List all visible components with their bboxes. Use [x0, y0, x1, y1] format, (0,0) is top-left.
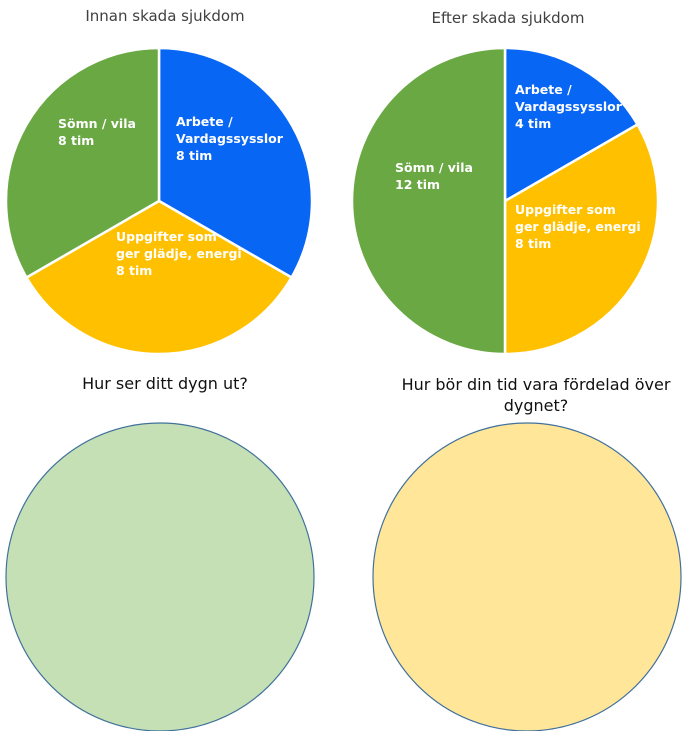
pie-label-after-2: Sömn / vila 12 tim: [395, 160, 473, 192]
pie-label-before-0: Arbete / Vardagssysslor 8 tim: [176, 114, 284, 163]
pie-slice-after-1: [503, 123, 660, 356]
pie-label-after-1: Uppgifter som ger glädje, energi 8 tim: [515, 202, 641, 251]
blank-circle-ideal-day[interactable]: [372, 422, 682, 731]
pie-slice-before-0: [157, 46, 314, 279]
pie-title-after: Efter skada sjukdom: [431, 9, 585, 27]
pie-slice-after-2: [350, 46, 507, 356]
pie-label-line-before-0-1: Vardagssysslor: [176, 131, 284, 146]
pie-label-line-before-0-2: 8 tim: [176, 148, 212, 163]
pie-label-line-after-1-1: ger glädje, energi: [515, 219, 641, 234]
pie-label-line-after-0-2: 4 tim: [515, 116, 551, 131]
pie-title-before: Innan skada sjukdom: [85, 7, 245, 25]
pie-label-line-before-1-2: 8 tim: [116, 263, 152, 278]
pie-label-line-before-1-1: ger glädje, energi: [116, 246, 242, 261]
pie-slice-before-2: [4, 46, 161, 279]
pie-label-line-before-0-0: Arbete /: [176, 114, 233, 129]
pie-label-line-after-1-0: Uppgifter som: [515, 202, 616, 217]
blank-circle-current-day[interactable]: [5, 422, 315, 731]
pie-chart-after: Arbete / Vardagssysslor 4 tim Uppgifter som…: [350, 46, 660, 356]
pie-label-after-0: Arbete / Vardagssysslor 4 tim: [515, 82, 623, 131]
pie-label-line-after-0-0: Arbete /: [515, 82, 572, 97]
pie-label-line-after-2-1: 12 tim: [395, 177, 440, 192]
pie-label-line-before-1-0: Uppgifter som: [116, 229, 217, 244]
question-ideal-day: Hur bör din tid vara fördelad över dygne…: [401, 375, 671, 415]
pie-label-before-1: Uppgifter som ger glädje, energi 8 tim: [116, 229, 242, 278]
blank-circles: [5, 422, 682, 731]
question-current-day: Hur ser ditt dygn ut?: [82, 374, 248, 393]
pie-label-line-before-2-0: Sömn / vila: [58, 116, 136, 131]
pie-slice-after-0: [503, 46, 639, 203]
pie-label-line-after-1-2: 8 tim: [515, 236, 551, 251]
pie-label-before-2: Sömn / vila 8 tim: [58, 116, 136, 148]
pie-label-line-after-2-0: Sömn / vila: [395, 160, 473, 175]
pie-label-line-before-2-1: 8 tim: [58, 133, 94, 148]
pie-label-line-after-0-1: Vardagssysslor: [515, 99, 623, 114]
